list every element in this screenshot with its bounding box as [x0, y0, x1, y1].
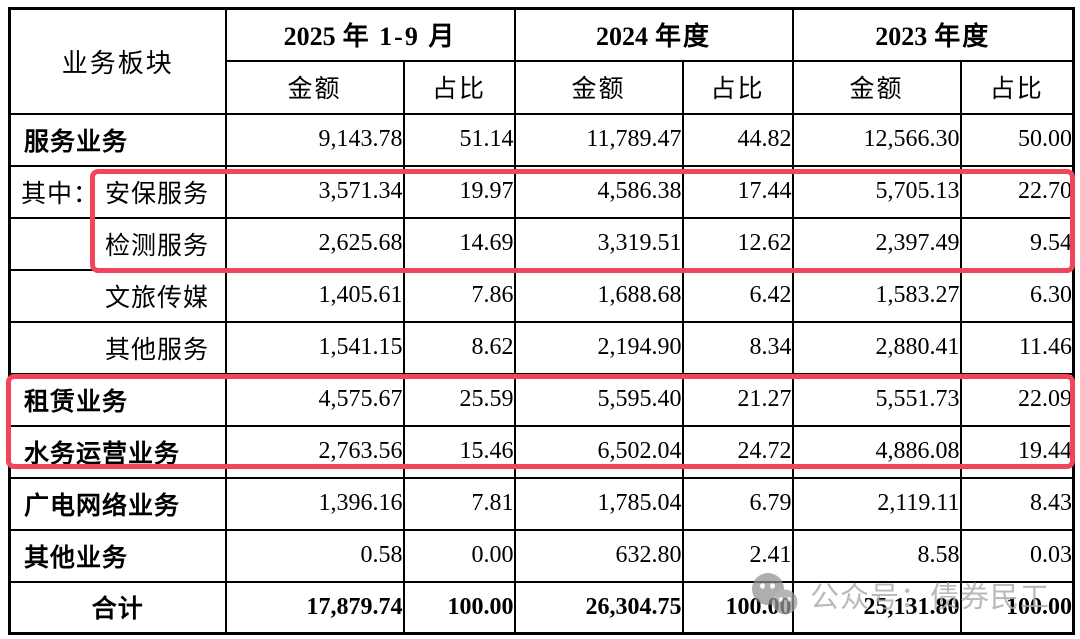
- table-row-culture-media: 文旅传媒 1,405.61 7.86 1,688.68 6.42 1,583.2…: [8, 268, 1075, 323]
- cell-share: 0.00: [402, 528, 516, 583]
- row-label: 合计: [91, 596, 144, 624]
- cell-amount: 12,566.30: [791, 112, 962, 167]
- cell-share: 22.09: [959, 372, 1075, 427]
- cell-share: 9.54: [959, 216, 1075, 271]
- cell-amount: 1,405.61: [224, 268, 405, 323]
- cell-amount: 1,688.68: [513, 268, 684, 323]
- table-row-water-operations: 水务运营业务 2,763.56 15.46 6,502.04 24.72 4,8…: [8, 424, 1075, 479]
- cell-share: 100.00: [959, 580, 1075, 635]
- cell-share: 0.03: [959, 528, 1075, 583]
- table-row-security-service: 其中： 安保服务 3,571.34 19.97 4,586.38 17.44 5…: [8, 164, 1075, 219]
- row-label: 广电网络业务: [24, 492, 181, 520]
- amount-header-2023: 金额: [791, 59, 962, 115]
- row-label: 水务运营业务: [24, 440, 181, 468]
- cell-share: 19.44: [959, 424, 1075, 479]
- row-label: 文旅传媒: [105, 284, 210, 312]
- cell-share: 15.46: [402, 424, 516, 479]
- cell-amount: 4,886.08: [791, 424, 962, 479]
- cell-amount: 2,625.68: [224, 216, 405, 271]
- cell-amount: 1,396.16: [224, 476, 405, 531]
- cell-amount: 6,502.04: [513, 424, 684, 479]
- period-suffix: 年度: [655, 22, 712, 52]
- cell-share: 11.46: [959, 320, 1075, 375]
- cell-amount: 1,541.15: [224, 320, 405, 375]
- cell-share: 22.70: [959, 164, 1075, 219]
- cell-amount: 5,595.40: [513, 372, 684, 427]
- cell-share: 24.72: [681, 424, 794, 479]
- table-row-leasing-business: 租赁业务 4,575.67 25.59 5,595.40 21.27 5,551…: [8, 372, 1075, 427]
- row-label: 其他服务: [105, 336, 210, 364]
- row-label: 服务业务: [24, 128, 129, 156]
- period-suffix: 年度: [934, 22, 991, 52]
- cell-amount: 1,583.27: [791, 268, 962, 323]
- cell-amount: 1,785.04: [513, 476, 684, 531]
- cell-share: 6.79: [681, 476, 794, 531]
- business-segment-table: 业务板块 2025 年 1-9 月 2024 年度 2023 年度 金额 占比 金额 …: [8, 7, 1076, 635]
- cell-amount: 3,571.34: [224, 164, 405, 219]
- period-year: 2024: [596, 22, 649, 52]
- row-label: 检测服务: [105, 232, 210, 260]
- cell-share: 8.43: [959, 476, 1075, 531]
- cell-amount: 3,319.51: [513, 216, 684, 271]
- row-label: 安保服务: [105, 180, 210, 208]
- cell-amount: 26,304.75: [513, 580, 684, 635]
- period-year: 2023: [875, 22, 928, 52]
- cell-amount: 632.80: [513, 528, 684, 583]
- cell-amount: 4,586.38: [513, 164, 684, 219]
- cell-amount: 9,143.78: [224, 112, 405, 167]
- cell-amount: 8.58: [791, 528, 962, 583]
- period-year: 2025: [283, 22, 336, 52]
- cell-share: 8.62: [402, 320, 516, 375]
- table-row-broadcast-network: 广电网络业务 1,396.16 7.81 1,785.04 6.79 2,119…: [8, 476, 1075, 531]
- cell-share: 100.00: [402, 580, 516, 635]
- segment-column-header: 业务板块: [8, 7, 227, 115]
- row-prefix: 其中：: [21, 180, 100, 208]
- share-header-2025: 占比: [402, 59, 516, 115]
- cell-share: 100.00: [681, 580, 794, 635]
- row-label: 其他业务: [24, 544, 129, 572]
- cell-amount: 2,119.11: [791, 476, 962, 531]
- cell-share: 21.27: [681, 372, 794, 427]
- cell-amount: 17,879.74: [224, 580, 405, 635]
- cell-amount: 2,880.41: [791, 320, 962, 375]
- cell-share: 44.82: [681, 112, 794, 167]
- cell-share: 25.59: [402, 372, 516, 427]
- cell-share: 6.30: [959, 268, 1075, 323]
- cell-amount: 25,131.80: [791, 580, 962, 635]
- cell-amount: 2,763.56: [224, 424, 405, 479]
- share-header-2024: 占比: [681, 59, 794, 115]
- cell-share: 12.62: [681, 216, 794, 271]
- cell-share: 19.97: [402, 164, 516, 219]
- row-label: 租赁业务: [24, 388, 129, 416]
- cell-amount: 2,397.49: [791, 216, 962, 271]
- cell-amount: 5,705.13: [791, 164, 962, 219]
- share-header-2023: 占比: [959, 59, 1075, 115]
- cell-amount: 0.58: [224, 528, 405, 583]
- cell-share: 6.42: [681, 268, 794, 323]
- table-row-other-services: 其他服务 1,541.15 8.62 2,194.90 8.34 2,880.4…: [8, 320, 1075, 375]
- amount-header-2024: 金额: [513, 59, 684, 115]
- cell-share: 50.00: [959, 112, 1075, 167]
- table-row-total: 合计 17,879.74 100.00 26,304.75 100.00 25,…: [8, 580, 1075, 635]
- cell-share: 8.34: [681, 320, 794, 375]
- cell-share: 7.81: [402, 476, 516, 531]
- period-header-2025: 2025 年 1-9 月: [224, 7, 516, 62]
- table-row-other-business: 其他业务 0.58 0.00 632.80 2.41 8.58 0.03: [8, 528, 1075, 583]
- period-header-2023: 2023 年度: [791, 7, 1075, 62]
- amount-header-2025: 金额: [224, 59, 405, 115]
- cell-share: 2.41: [681, 528, 794, 583]
- cell-amount: 4,575.67: [224, 372, 405, 427]
- period-header-2024: 2024 年度: [513, 7, 794, 62]
- cell-share: 51.14: [402, 112, 516, 167]
- cell-amount: 5,551.73: [791, 372, 962, 427]
- cell-share: 7.86: [402, 268, 516, 323]
- cell-share: 17.44: [681, 164, 794, 219]
- cell-amount: 2,194.90: [513, 320, 684, 375]
- table-row-service-business: 服务业务 9,143.78 51.14 11,789.47 44.82 12,5…: [8, 112, 1075, 167]
- period-suffix: 年 1-9 月: [342, 22, 457, 52]
- cell-share: 14.69: [402, 216, 516, 271]
- table-row-testing-service: 检测服务 2,625.68 14.69 3,319.51 12.62 2,397…: [8, 216, 1075, 271]
- cell-amount: 11,789.47: [513, 112, 684, 167]
